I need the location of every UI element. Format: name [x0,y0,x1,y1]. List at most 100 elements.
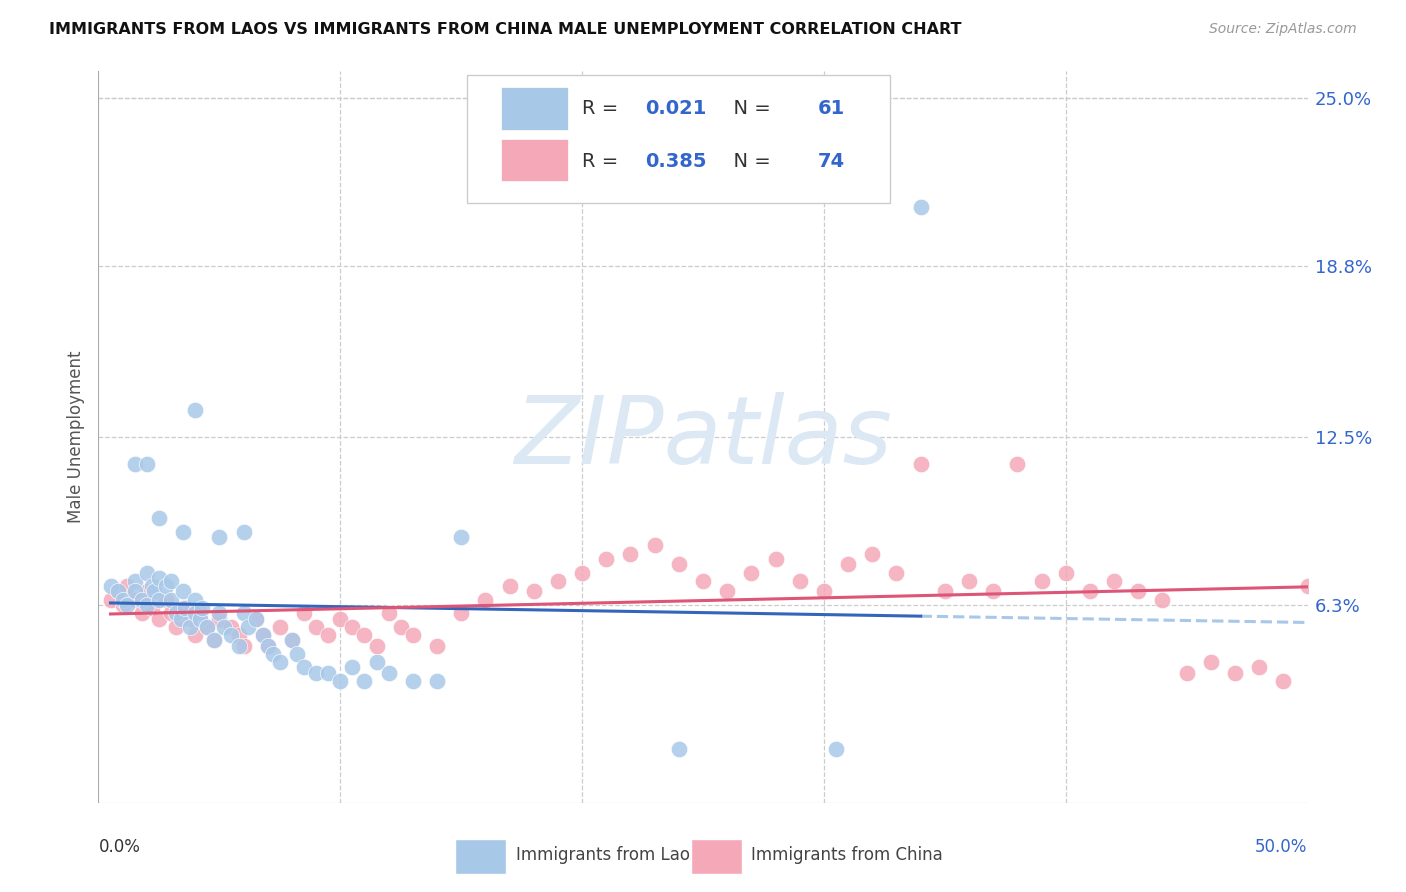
Point [256,639,278,653]
Point [285,647,308,661]
Point [366,639,388,653]
Point [765,552,787,566]
Point [188,611,211,625]
Point [179,620,201,634]
Point [837,558,859,572]
Point [165,620,187,634]
Point [245,611,267,625]
Text: Source: ZipAtlas.com: Source: ZipAtlas.com [1209,22,1357,37]
Point [860,547,883,561]
Point [179,611,201,625]
Point [886,566,908,580]
Point [107,584,129,599]
Y-axis label: Male Unemployment: Male Unemployment [66,351,84,524]
Point [245,611,267,625]
Point [135,566,157,580]
Point [269,655,291,669]
Text: N =: N = [721,152,778,171]
Point [160,592,183,607]
Point [228,628,250,642]
Point [155,579,177,593]
Point [353,673,375,688]
Point [212,620,235,634]
Point [221,628,243,642]
Point [716,584,738,599]
Point [117,598,139,612]
Point [174,600,197,615]
Point [1152,592,1174,607]
Point [1272,673,1295,688]
Point [169,611,191,625]
Point [143,584,166,599]
Point [107,584,129,599]
Point [117,579,139,593]
Point [789,574,811,588]
Point [1128,584,1150,599]
Point [131,606,153,620]
Point [1031,574,1053,588]
Point [1296,579,1319,593]
Point [111,592,134,607]
Point [547,574,569,588]
Point [124,457,146,471]
Point [692,574,714,588]
Point [184,628,207,642]
Point [208,606,231,620]
Point [252,628,274,642]
Point [305,665,328,680]
Point [232,606,254,620]
Point [292,660,315,674]
Point [141,579,163,593]
Point [292,606,315,620]
Point [981,584,1004,599]
Point [426,639,449,653]
Text: R =: R = [582,152,624,171]
Text: Immigrants from China: Immigrants from China [751,847,943,864]
Point [523,584,546,599]
Point [329,611,352,625]
Text: 0.0%: 0.0% [98,838,141,856]
Point [450,530,472,544]
Point [281,633,304,648]
Point [377,606,399,620]
Bar [501,87,568,130]
Point [232,524,254,539]
Point [172,584,194,599]
Point [184,606,207,620]
Point [402,628,425,642]
Bar [501,138,568,181]
Point [571,566,593,580]
Point [316,665,339,680]
Point [1102,574,1125,588]
Point [124,592,146,607]
Point [281,633,304,648]
Point [450,606,472,620]
Point [228,639,250,653]
Point [1078,584,1101,599]
Point [813,584,835,599]
Point [160,574,183,588]
Point [184,592,207,607]
Point [474,592,496,607]
Point [148,511,170,525]
Point [740,566,762,580]
Point [124,584,146,599]
Text: IMMIGRANTS FROM LAOS VS IMMIGRANTS FROM CHINA MALE UNEMPLOYMENT CORRELATION CHAR: IMMIGRANTS FROM LAOS VS IMMIGRANTS FROM … [49,22,962,37]
Point [135,457,157,471]
Point [1054,566,1077,580]
Point [232,639,254,653]
Point [204,633,226,648]
Point [644,538,666,552]
Point [1007,457,1029,471]
Point [188,606,211,620]
Text: 61: 61 [818,99,845,118]
Point [329,673,352,688]
Point [165,606,187,620]
Point [366,655,388,669]
Point [316,628,339,642]
Point [262,647,284,661]
Point [910,200,932,214]
Point [135,598,157,612]
Point [111,598,134,612]
Text: N =: N = [721,99,778,118]
